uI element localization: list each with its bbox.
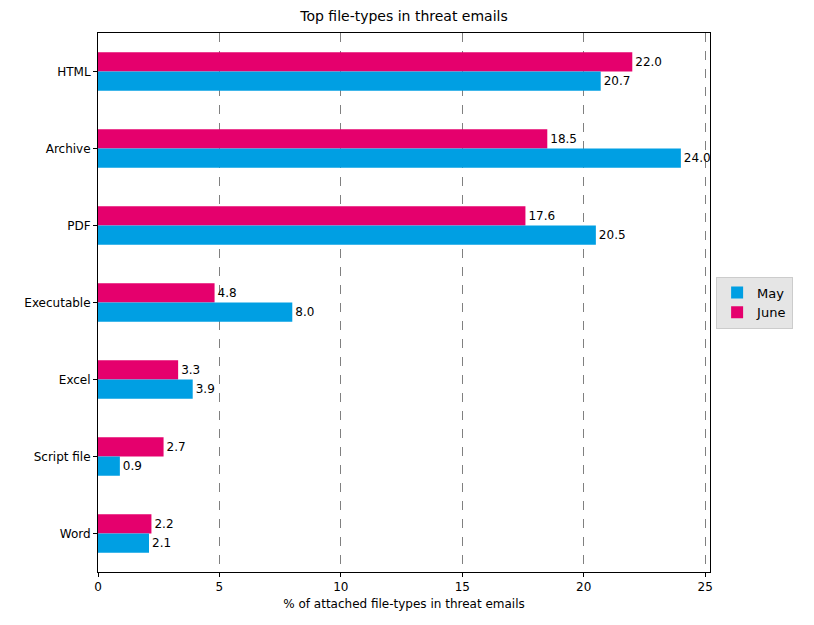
svg-text:June: June — [756, 305, 785, 320]
svg-text:2.1: 2.1 — [152, 536, 171, 550]
svg-text:Top file-types in threat email: Top file-types in threat emails — [299, 8, 508, 24]
svg-text:5: 5 — [216, 580, 224, 594]
svg-text:4.8: 4.8 — [218, 286, 237, 300]
svg-text:25: 25 — [697, 580, 712, 594]
svg-text:17.6: 17.6 — [528, 209, 555, 223]
svg-text:10: 10 — [333, 580, 348, 594]
svg-text:% of attached file-types in th: % of attached file-types in threat email… — [283, 597, 525, 611]
svg-text:2.2: 2.2 — [154, 517, 173, 531]
svg-text:20.5: 20.5 — [599, 228, 626, 242]
svg-text:22.0: 22.0 — [635, 55, 662, 69]
svg-text:18.5: 18.5 — [550, 132, 577, 146]
svg-text:0.9: 0.9 — [123, 459, 142, 473]
svg-text:2.7: 2.7 — [167, 440, 186, 454]
svg-text:3.9: 3.9 — [196, 382, 215, 396]
svg-text:PDF: PDF — [67, 219, 90, 233]
svg-text:3.3: 3.3 — [181, 363, 200, 377]
svg-text:24.0: 24.0 — [684, 151, 711, 165]
svg-text:HTML: HTML — [57, 65, 91, 79]
svg-text:Archive: Archive — [46, 142, 91, 156]
svg-text:20.7: 20.7 — [604, 74, 631, 88]
svg-text:May: May — [757, 286, 784, 301]
svg-text:Excel: Excel — [59, 373, 91, 387]
svg-text:Word: Word — [60, 527, 91, 541]
svg-text:15: 15 — [455, 580, 470, 594]
svg-text:Executable: Executable — [24, 296, 90, 310]
svg-text:Script file: Script file — [34, 450, 91, 464]
svg-text:0: 0 — [94, 580, 102, 594]
svg-text:8.0: 8.0 — [295, 305, 314, 319]
svg-text:20: 20 — [576, 580, 591, 594]
